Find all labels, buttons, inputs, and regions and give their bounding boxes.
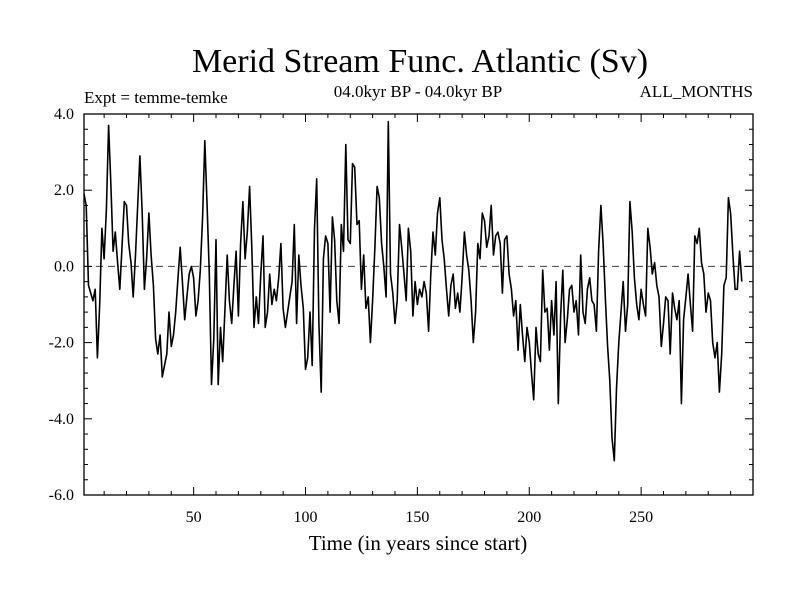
y-tick-label: -6.0 <box>49 487 74 504</box>
x-tick-label: 250 <box>629 509 653 526</box>
months-label: ALL_MONTHS <box>640 82 753 101</box>
y-tick-label: -2.0 <box>49 335 74 352</box>
y-tick-label: 4.0 <box>54 106 74 123</box>
x-tick-label: 150 <box>405 509 429 526</box>
y-tick-label: 0.0 <box>54 258 74 275</box>
experiment-label: Expt = temme-temke <box>84 88 228 107</box>
plot-frame <box>83 113 754 496</box>
y-tick-label: 2.0 <box>54 182 74 199</box>
x-tick-label: 200 <box>517 509 541 526</box>
series-line <box>83 120 743 462</box>
chart-title: Merid Stream Func. Atlantic (Sv) <box>192 43 648 80</box>
y-tick-label: -4.0 <box>49 411 74 428</box>
x-tick-label: 100 <box>294 509 318 526</box>
x-tick-labels: 50 100 150 200 250 <box>186 509 653 526</box>
x-axis-label: Time (in years since start) <box>309 531 528 555</box>
x-tick-label: 50 <box>186 509 202 526</box>
y-tick-labels: -6.0 -4.0 -2.0 0.0 2.0 4.0 <box>49 106 74 504</box>
period-label: 04.0kyr BP - 04.0kyr BP <box>334 82 502 101</box>
